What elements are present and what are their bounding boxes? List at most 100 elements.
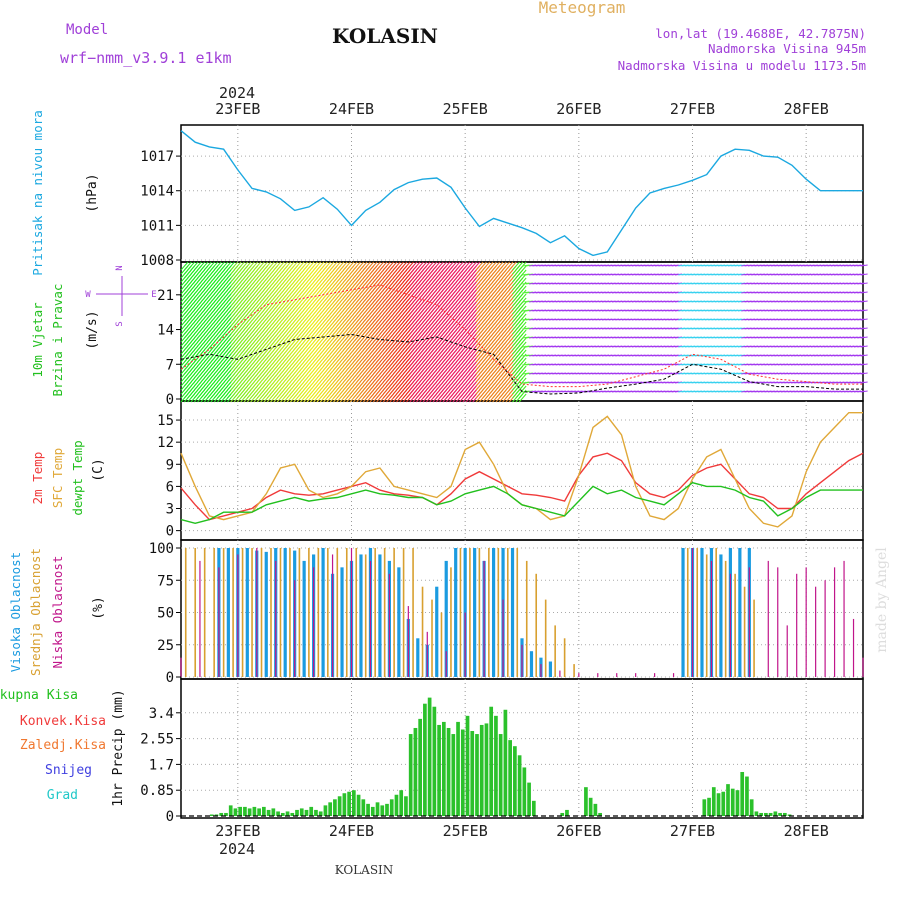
wind-labels: 10m Vjetar Brzina i Pravac (m/s) N W E S — [30, 265, 157, 396]
wind-barb — [502, 261, 510, 271]
wind-series-label-2: Brzina i Pravac — [50, 284, 65, 397]
wind-barb — [273, 261, 282, 271]
wind-barb — [485, 261, 494, 271]
wind-barb — [518, 349, 527, 359]
wind-barb — [353, 261, 361, 271]
precip-graupel-label: Grad — [47, 788, 78, 803]
wind-barb — [518, 289, 527, 299]
precip-frozen-label: Zaledj.Kisa — [20, 738, 106, 753]
wind-barb — [303, 261, 312, 271]
wind-barb — [193, 261, 202, 271]
precip-snow-label: Snijeg — [45, 763, 92, 778]
wind-barb — [498, 261, 507, 271]
wind-barb — [515, 261, 524, 271]
wind-barb — [240, 261, 249, 271]
wind-barb — [518, 269, 527, 279]
wind-barb — [518, 345, 527, 355]
compass-south: S — [115, 321, 125, 326]
wind-barb — [518, 285, 527, 295]
compass-west: W — [85, 290, 91, 300]
wind-barb — [346, 261, 355, 271]
wind-barb — [183, 261, 192, 271]
temp-2m-label: 2m Temp — [30, 452, 45, 505]
wind-barb — [435, 261, 444, 271]
wind-barb — [518, 393, 527, 403]
wind-series-label-1: 10m Vjetar — [30, 302, 45, 378]
wind-barb — [389, 261, 398, 271]
wind-barb — [246, 261, 255, 271]
wind-barb — [518, 321, 527, 331]
compass-east: E — [151, 290, 156, 300]
cloud-high-label: Visoka Oblacnost — [8, 552, 23, 672]
wind-barb — [280, 261, 288, 271]
wind-barb — [197, 261, 205, 271]
wind-barb — [223, 261, 232, 271]
temp-dewpt-label: dewpt Temp — [70, 440, 85, 515]
panel-precip-frame — [180, 678, 864, 819]
wind-barb — [402, 261, 411, 271]
wind-barb — [419, 261, 428, 271]
wind-barb — [518, 377, 527, 387]
wind-barb — [518, 313, 527, 323]
wind-barb — [333, 261, 341, 271]
pressure-series-label: Pritisak na nivou mora — [30, 110, 45, 276]
wind-barb — [213, 261, 222, 271]
wind-barb — [220, 261, 229, 271]
wind-barb — [329, 261, 338, 271]
wind-barb — [187, 261, 196, 271]
wind-barb — [518, 381, 527, 391]
temp-unit-label: (C) — [91, 458, 106, 481]
wind-barb — [445, 261, 454, 271]
wind-barb — [366, 261, 375, 271]
wind-barb — [326, 261, 335, 271]
wind-barb — [379, 261, 388, 271]
wind-barb — [518, 309, 527, 319]
wind-barb — [439, 261, 447, 271]
wind-barb — [356, 261, 365, 271]
pressure-labels: Pritisak na nivou mora (hPa) — [30, 110, 100, 276]
wind-barb — [362, 261, 371, 271]
wind-barb — [518, 365, 527, 375]
compass-north: N — [115, 265, 125, 270]
wind-barb — [336, 261, 345, 271]
model-label: Model — [66, 22, 108, 38]
station-title: KOLASIN — [332, 24, 438, 48]
wind-compass-rose: N W E S — [85, 265, 156, 326]
wind-barb — [425, 261, 434, 271]
wind-barb — [343, 261, 351, 271]
wind-barb — [233, 261, 242, 271]
wind-barb — [518, 301, 527, 311]
wind-barb — [416, 261, 424, 271]
cloud-mid-label: Srednja Oblacnost — [28, 548, 43, 676]
wind-barb — [253, 261, 262, 271]
wind-barb — [270, 261, 278, 271]
wind-barb — [309, 261, 318, 271]
wind-barb — [299, 261, 308, 271]
cloud-unit-label: (%) — [91, 596, 106, 619]
wind-barb — [203, 261, 212, 271]
wind-barb — [488, 261, 497, 271]
credit-label: made by Angel — [874, 547, 890, 653]
wind-barb — [190, 261, 199, 271]
wind-barb — [518, 357, 527, 367]
precip-total-label: Ukupna Kisa — [0, 688, 78, 703]
wind-barb — [495, 261, 504, 271]
wind-barb — [386, 261, 394, 271]
wind-barb-field — [180, 261, 868, 403]
wind-barb — [263, 261, 272, 271]
wind-barb — [518, 329, 527, 339]
precip-convective-label: Konvek.Kisa — [20, 714, 106, 729]
wind-barb — [505, 261, 514, 271]
wind-barb — [349, 261, 358, 271]
year-top-label: 2024 — [219, 84, 255, 102]
wind-barb — [230, 261, 239, 271]
wind-barb — [293, 261, 302, 271]
model-elevation-label: Nadmorska Visina u modelu 1173.5m — [618, 58, 866, 73]
pressure-unit-label: (hPa) — [85, 173, 100, 212]
wind-barb — [518, 373, 527, 383]
wind-barb — [290, 261, 298, 271]
wind-barb — [339, 261, 348, 271]
wind-barb — [227, 261, 235, 271]
wind-barb — [236, 261, 245, 271]
